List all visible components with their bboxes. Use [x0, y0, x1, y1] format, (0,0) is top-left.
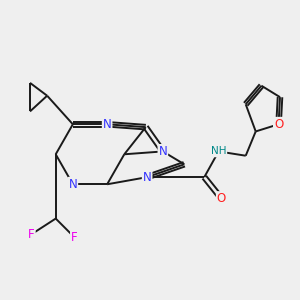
Text: NH: NH	[211, 146, 226, 156]
Text: N: N	[68, 178, 77, 191]
Text: N: N	[158, 145, 167, 158]
Text: N: N	[103, 118, 112, 131]
Text: O: O	[217, 192, 226, 205]
Text: F: F	[71, 231, 78, 244]
Text: F: F	[28, 228, 35, 241]
Text: O: O	[274, 118, 283, 131]
Text: N: N	[143, 171, 152, 184]
